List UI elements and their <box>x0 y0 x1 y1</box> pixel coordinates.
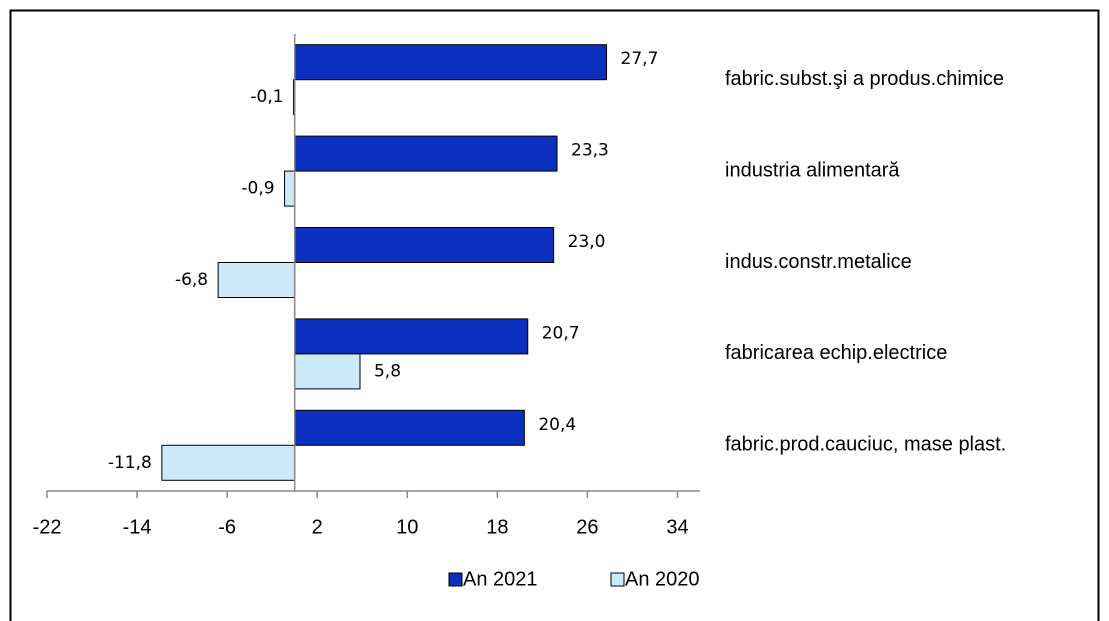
x-tick-label: -14 <box>123 516 152 538</box>
bar <box>217 262 296 298</box>
value-label: 20,7 <box>542 323 580 343</box>
bar <box>294 353 361 390</box>
legend-label: An 2020 <box>625 568 700 590</box>
value-label: -6,8 <box>175 270 208 290</box>
value-label: 23,3 <box>571 141 609 161</box>
value-label: 23,0 <box>568 232 606 252</box>
x-tick-label: 10 <box>396 516 418 538</box>
category-label: indus.constr.metalice <box>725 251 912 273</box>
x-tick-label: 2 <box>312 516 323 538</box>
bar <box>294 318 529 355</box>
value-label: -0,1 <box>250 87 283 107</box>
value-label: 27,7 <box>621 49 659 69</box>
value-label: 5,8 <box>374 361 401 381</box>
bar <box>294 227 555 263</box>
bar <box>161 444 296 481</box>
bar <box>294 135 558 172</box>
x-tick-label: 26 <box>576 516 598 538</box>
bar <box>284 170 296 207</box>
x-tick-label: 34 <box>666 516 688 538</box>
category-label: fabric.prod.cauciuc, mase plast. <box>725 434 1006 456</box>
value-label: -0,9 <box>241 179 274 199</box>
value-label: -11,8 <box>108 453 152 473</box>
legend-swatch <box>448 572 463 587</box>
x-tick-label: -6 <box>218 516 236 538</box>
category-label: industria alimentară <box>725 159 900 181</box>
legend-swatch <box>610 572 625 587</box>
category-label: fabricarea echip.electrice <box>725 342 947 364</box>
value-label: 20,4 <box>538 415 576 435</box>
chart-border <box>9 9 1100 621</box>
bar <box>294 44 608 81</box>
x-tick-label: -22 <box>33 516 62 538</box>
bar <box>294 409 525 446</box>
legend-label: An 2021 <box>463 568 538 590</box>
x-tick-label: 18 <box>486 516 508 538</box>
category-label: fabric.subst.şi a produs.chimice <box>725 68 1004 90</box>
